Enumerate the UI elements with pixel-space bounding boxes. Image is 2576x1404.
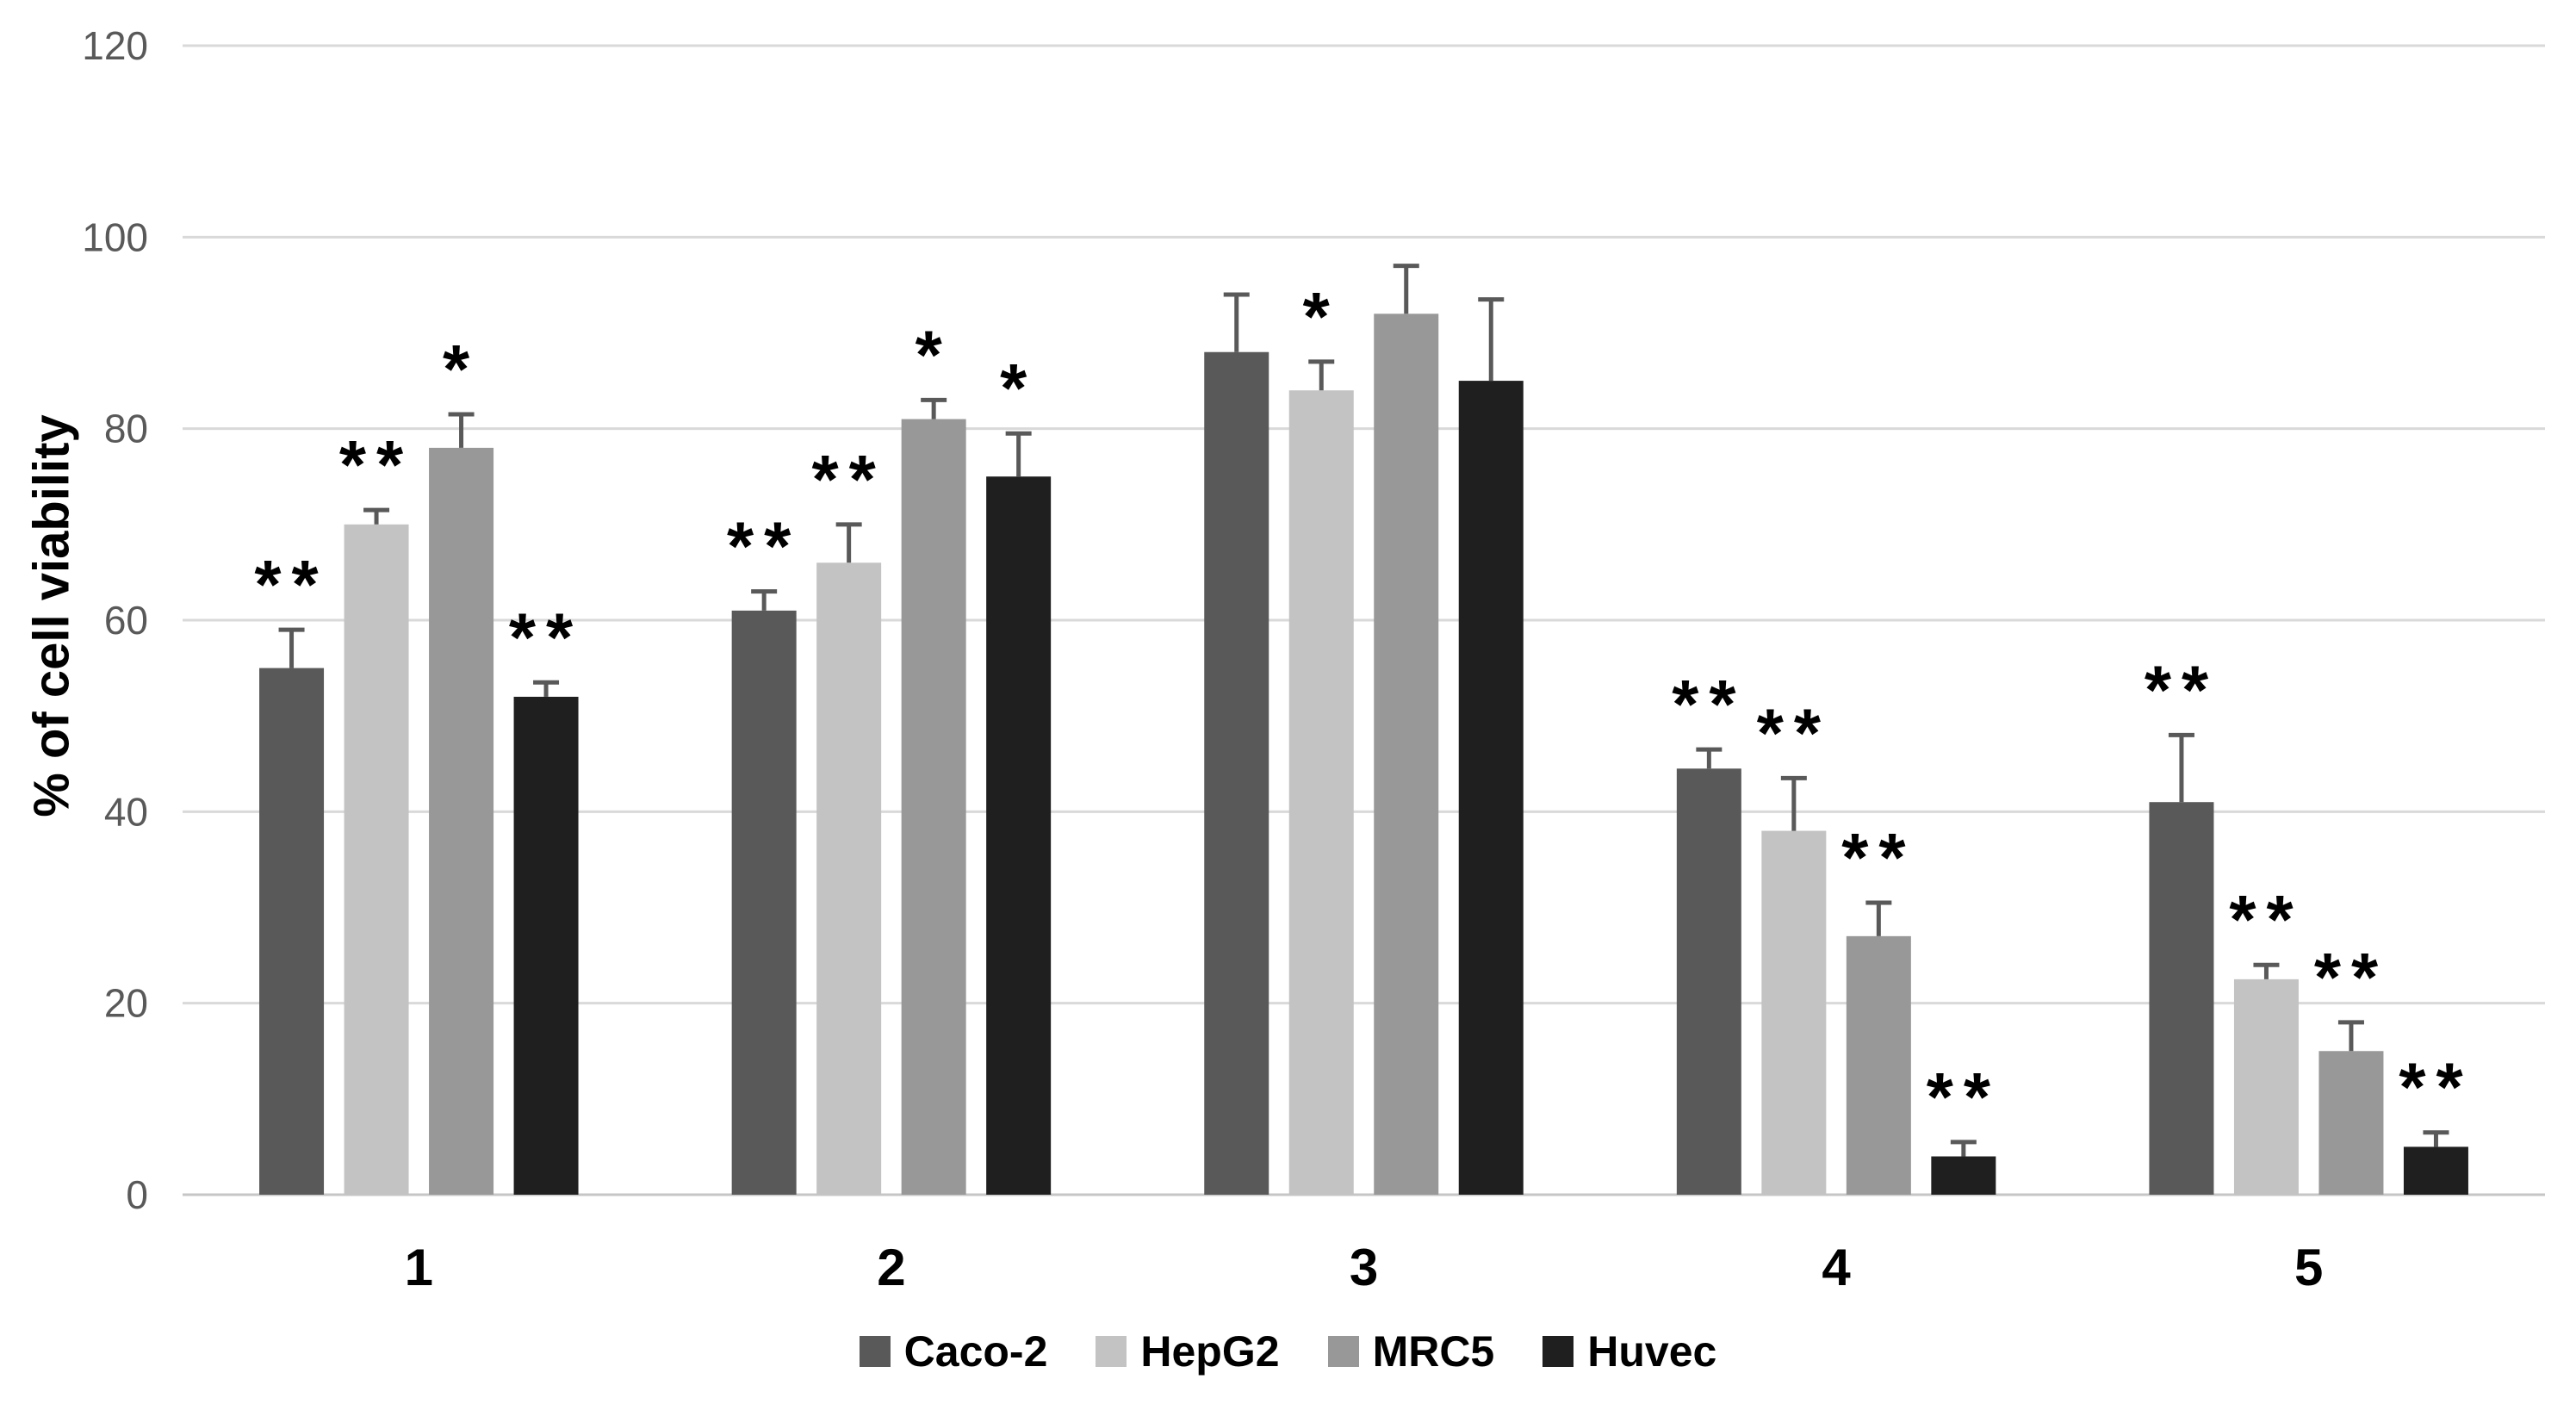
bar-mrc5-group-5 — [2318, 1051, 2384, 1195]
significance-marker-mrc5-group-2: * — [916, 316, 953, 393]
bar-hepg2-group-3 — [1288, 390, 1354, 1195]
significance-marker-huvec-group-1: ** — [509, 599, 583, 675]
x-category-label-5: 5 — [2294, 1239, 2323, 1296]
y-tick-label-60: 60 — [104, 598, 148, 643]
bar-mrc5-group-3 — [1374, 314, 1439, 1195]
legend-label-hepg2: HepG2 — [1140, 1327, 1280, 1376]
x-category-label-3: 3 — [1350, 1239, 1378, 1296]
bar-mrc5-group-2 — [901, 419, 966, 1195]
significance-marker-hepg2-group-3: * — [1303, 278, 1340, 355]
bar-caco-2-group-1 — [259, 668, 325, 1195]
significance-marker-mrc5-group-1: * — [443, 331, 480, 407]
legend-item-hepg2: HepG2 — [1096, 1327, 1280, 1376]
legend-swatch-huvec — [1542, 1336, 1574, 1367]
legend-item-caco-2: Caco-2 — [859, 1327, 1048, 1376]
significance-marker-huvec-group-2: * — [1000, 350, 1037, 426]
significance-marker-mrc5-group-4: ** — [1841, 819, 1915, 896]
bar-huvec-group-3 — [1458, 381, 1524, 1195]
significance-marker-hepg2-group-5: ** — [2229, 881, 2303, 958]
y-tick-label-80: 80 — [104, 407, 148, 451]
y-tick-label-0: 0 — [126, 1172, 148, 1217]
bar-hepg2-group-4 — [1761, 830, 1827, 1195]
bar-huvec-group-1 — [513, 696, 579, 1195]
legend-label-mrc5: MRC5 — [1372, 1327, 1495, 1376]
significance-marker-caco-2-group-1: ** — [254, 546, 328, 623]
bar-mrc5-group-4 — [1846, 935, 1911, 1195]
significance-marker-hepg2-group-4: ** — [1757, 694, 1831, 771]
bar-huvec-group-4 — [1931, 1156, 1996, 1195]
legend-item-huvec: Huvec — [1542, 1330, 1716, 1373]
legend-swatch-mrc5 — [1327, 1336, 1359, 1367]
significance-marker-hepg2-group-1: ** — [339, 426, 413, 503]
y-tick-label-20: 20 — [104, 981, 148, 1026]
y-tick-label-100: 100 — [82, 214, 148, 259]
y-tick-label-120: 120 — [82, 23, 148, 68]
significance-marker-hepg2-group-2: ** — [812, 441, 886, 518]
bar-hepg2-group-5 — [2233, 978, 2299, 1195]
bar-hepg2-group-2 — [816, 562, 882, 1195]
significance-marker-huvec-group-5: ** — [2399, 1049, 2473, 1126]
significance-marker-caco-2-group-4: ** — [1672, 666, 1746, 742]
legend-item-mrc5: MRC5 — [1327, 1327, 1495, 1376]
x-category-label-4: 4 — [1822, 1239, 1851, 1296]
bar-hepg2-group-1 — [344, 524, 409, 1195]
y-axis-title: % of cell viability — [23, 414, 80, 817]
chart-legend: Caco-2 HepG2 MRC5 Huvec — [0, 1330, 2576, 1373]
legend-swatch-hepg2 — [1096, 1336, 1127, 1367]
significance-marker-caco-2-group-2: ** — [727, 508, 801, 585]
bar-huvec-group-5 — [2403, 1146, 2468, 1195]
bar-caco-2-group-3 — [1204, 351, 1269, 1195]
legend-swatch-caco-2 — [859, 1336, 891, 1367]
bar-huvec-group-2 — [986, 476, 1052, 1195]
significance-marker-huvec-group-4: ** — [1927, 1059, 2001, 1135]
bar-caco-2-group-4 — [1676, 768, 1741, 1195]
legend-label-caco-2: Caco-2 — [903, 1327, 1048, 1376]
significance-marker-caco-2-group-5: ** — [2145, 651, 2219, 728]
bar-mrc5-group-1 — [429, 447, 494, 1195]
bar-caco-2-group-2 — [731, 610, 797, 1195]
y-tick-label-40: 40 — [104, 789, 148, 834]
legend-label-huvec: Huvec — [1587, 1327, 1717, 1376]
x-category-label-2: 2 — [877, 1239, 905, 1296]
bar-caco-2-group-5 — [2149, 802, 2214, 1195]
x-category-label-1: 1 — [405, 1239, 433, 1296]
significance-marker-mrc5-group-5: ** — [2314, 939, 2388, 1016]
